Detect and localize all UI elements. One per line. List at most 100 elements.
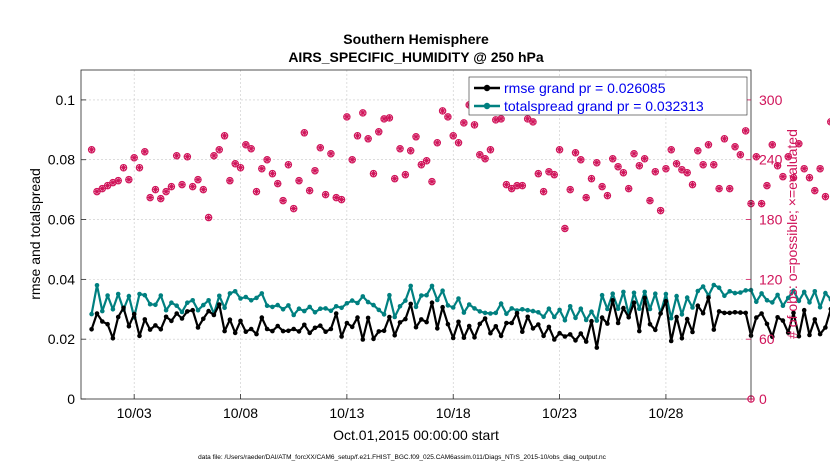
rmse-point — [706, 295, 711, 300]
rmse-point — [520, 329, 525, 334]
rmse-point — [121, 306, 126, 311]
totalspread-point — [733, 291, 738, 296]
totalspread-point — [105, 293, 110, 298]
rmse-point — [568, 332, 573, 337]
obs-evaluated-point — [636, 162, 643, 169]
totalspread-point — [419, 293, 424, 298]
rmse-point — [206, 309, 211, 314]
totalspread-point — [467, 302, 472, 307]
obs-evaluated-point — [152, 186, 159, 193]
rmse-point — [605, 321, 610, 326]
totalspread-point — [717, 285, 722, 290]
totalspread-point — [563, 318, 568, 323]
totalspread-point — [111, 307, 116, 312]
obs-evaluated-point — [285, 161, 292, 168]
totalspread-point — [329, 309, 334, 314]
rmse-point — [765, 322, 770, 327]
obs-evaluated-point — [561, 225, 568, 232]
rmse-point — [626, 315, 631, 320]
rmse-point — [275, 324, 280, 329]
rmse-point — [552, 337, 557, 342]
rmse-point — [685, 317, 690, 322]
rmse-point — [557, 331, 562, 336]
rmse-point — [467, 324, 472, 329]
y-tick-label-right: 120 — [759, 271, 783, 287]
totalspread-point — [313, 310, 318, 315]
obs-evaluated-point — [237, 164, 244, 171]
totalspread-point — [307, 305, 312, 310]
totalspread-point — [302, 309, 307, 314]
obs-evaluated-point — [732, 143, 739, 150]
obs-evaluated-point — [429, 178, 436, 185]
totalspread-point — [159, 293, 164, 298]
obs-evaluated-point — [280, 197, 287, 204]
totalspread-point — [398, 304, 403, 309]
rmse-point — [291, 327, 296, 332]
rmse-point — [334, 311, 339, 316]
rmse-point — [105, 322, 110, 327]
chart-title-line2: AIRS_SPECIFIC_HUMIDITY @ 250 hPa — [288, 49, 544, 65]
totalspread-point — [387, 293, 392, 298]
rmse-point — [648, 322, 653, 327]
rmse-point — [446, 322, 451, 327]
x-axis-label: Oct.01,2015 00:00:00 start — [333, 427, 499, 443]
obs-evaluated-point — [125, 176, 132, 183]
totalspread-point — [483, 311, 488, 316]
totalspread-point — [275, 303, 280, 308]
rmse-point — [265, 327, 270, 332]
rmse-point — [217, 302, 222, 307]
totalspread-point — [573, 316, 578, 321]
legend-rmse-marker — [484, 85, 490, 91]
totalspread-point — [605, 307, 610, 312]
rmse-point — [398, 320, 403, 325]
rmse-point — [515, 311, 520, 316]
y-tick-label-left: 0 — [67, 391, 75, 407]
obs-evaluated-point — [413, 133, 420, 140]
rmse-point — [504, 321, 509, 326]
rmse-point — [382, 329, 387, 334]
rmse-point — [563, 334, 568, 339]
obs-evaluated-point — [445, 113, 452, 120]
obs-evaluated-point — [88, 146, 95, 153]
obs-evaluated-point — [705, 141, 712, 148]
obs-evaluated-point — [141, 148, 148, 155]
obs-evaluated-point — [274, 180, 281, 187]
totalspread-point — [701, 284, 706, 289]
y-tick-label-right: 60 — [759, 331, 775, 347]
obs-evaluated-point — [631, 150, 638, 157]
totalspread-point — [291, 313, 296, 318]
totalspread-point — [382, 312, 387, 317]
obs-evaluated-point — [455, 139, 462, 146]
rmse-point — [174, 311, 179, 316]
obs-evaluated-point — [519, 182, 526, 189]
rmse-point — [111, 336, 116, 341]
obs-evaluated-point — [115, 177, 122, 184]
obs-evaluated-point — [615, 163, 622, 170]
obs-evaluated-point — [572, 149, 579, 156]
rmse-point — [180, 316, 185, 321]
rmse-point — [361, 337, 366, 342]
obs-evaluated-point — [641, 155, 648, 162]
obs-evaluated-point — [710, 161, 717, 168]
obs-evaluated-point — [663, 165, 670, 172]
obs-evaluated-point — [269, 170, 276, 177]
totalspread-point — [669, 316, 674, 321]
totalspread-point — [504, 312, 509, 317]
rmse-point — [664, 299, 669, 304]
totalspread-point — [541, 315, 546, 320]
obs-evaluated-point — [343, 113, 350, 120]
y-tick-label-right: 0 — [759, 391, 767, 407]
rmse-point — [712, 327, 717, 332]
rmse-point — [212, 313, 217, 318]
obs-evaluated-point — [248, 145, 255, 152]
totalspread-point — [260, 291, 265, 296]
y-axis-label-left: rmse and totalspread — [27, 168, 43, 300]
rmse-point — [823, 325, 828, 330]
totalspread-point — [265, 303, 270, 308]
totalspread-point — [244, 295, 249, 300]
totalspread-point — [217, 294, 222, 299]
totalspread-point — [775, 293, 780, 298]
y-tick-label-right: 180 — [759, 212, 783, 228]
rmse-point — [653, 328, 658, 333]
